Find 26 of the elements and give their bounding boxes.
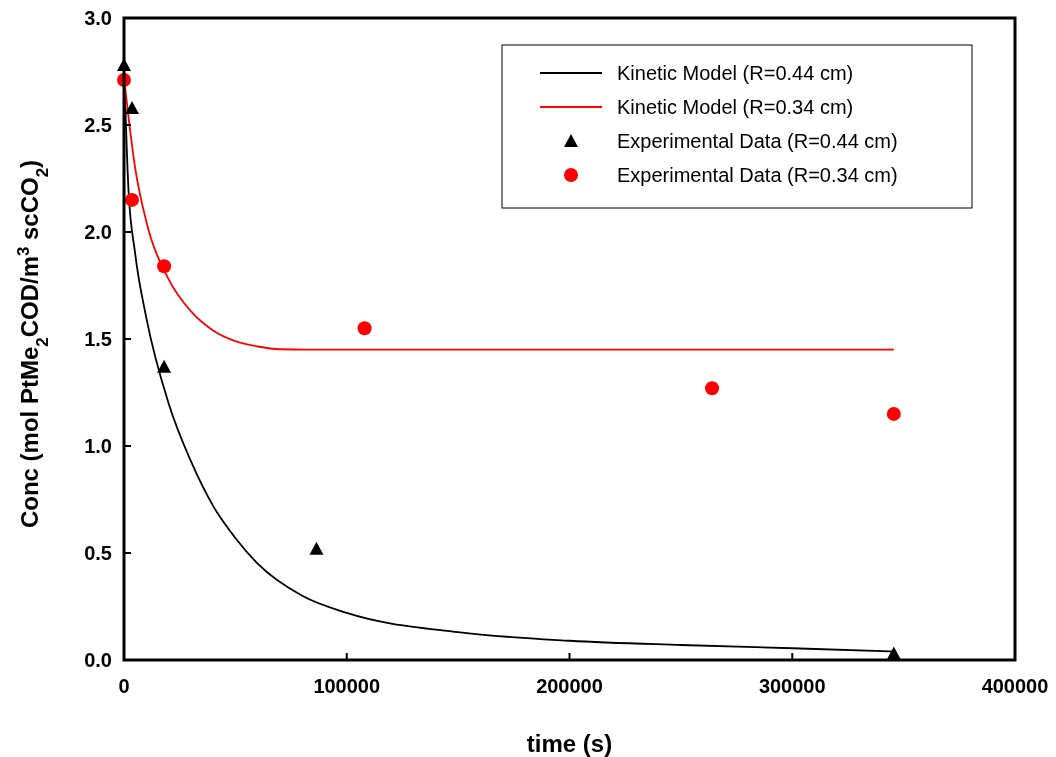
legend-label: Experimental Data (R=0.34 cm) bbox=[617, 164, 898, 186]
y-tick-label: 0.5 bbox=[84, 542, 112, 564]
y-tick-label: 1.0 bbox=[84, 435, 112, 457]
y-tick-label: 0.0 bbox=[84, 649, 112, 671]
point bbox=[125, 100, 140, 114]
point bbox=[357, 321, 372, 336]
legend-label: Kinetic Model (R=0.34 cm) bbox=[617, 96, 854, 118]
x-tick-label: 200000 bbox=[536, 675, 603, 697]
point bbox=[157, 359, 172, 373]
point bbox=[886, 646, 901, 660]
x-tick-label: 300000 bbox=[758, 675, 826, 697]
x-axis-title: time (s) bbox=[526, 730, 613, 757]
point bbox=[886, 406, 901, 421]
y-tick-label: 1.5 bbox=[84, 328, 112, 350]
point bbox=[705, 381, 720, 396]
x-tick-label: 0 bbox=[118, 675, 130, 697]
y-tick-label: 3.0 bbox=[84, 7, 112, 29]
point bbox=[309, 541, 324, 555]
point bbox=[125, 192, 140, 207]
y-tick-label: 2.0 bbox=[84, 221, 112, 243]
x-tick-label: 100000 bbox=[313, 675, 381, 697]
y-tick-label: 2.5 bbox=[84, 114, 112, 136]
x-tick-label: 400000 bbox=[981, 675, 1049, 697]
legend-label: Experimental Data (R=0.44 cm) bbox=[617, 130, 898, 152]
legend-label: Kinetic Model (R=0.44 cm) bbox=[617, 62, 854, 84]
point bbox=[157, 259, 172, 274]
